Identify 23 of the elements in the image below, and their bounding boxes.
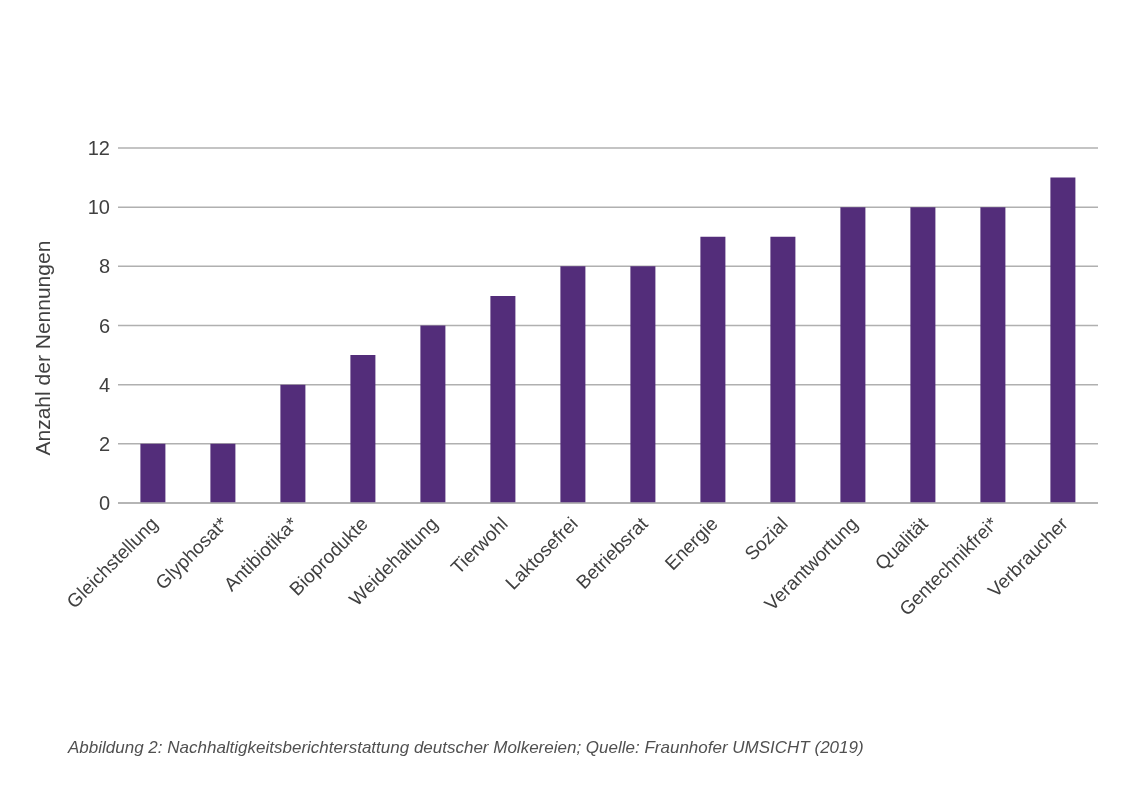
y-tick-label: 10: [87, 196, 110, 219]
y-tick-label: 8: [98, 255, 110, 278]
bar: [420, 325, 446, 503]
text: Abbildung 2: Nachhaltigkeitsberichterstattung deutscher Molkereien; Quelle: Fraunhofer UMSICHT (2019): [68, 738, 865, 758]
y-tick-label: 2: [98, 432, 110, 455]
y-tick-label: 12: [87, 137, 110, 160]
bar: [560, 266, 586, 503]
y-tick-label: 6: [98, 314, 110, 337]
bar: [980, 207, 1006, 503]
bar: [770, 236, 796, 503]
bar: [210, 443, 236, 503]
bar: [350, 355, 376, 503]
bar: [140, 443, 166, 503]
bar: [1050, 177, 1076, 503]
bar: [280, 384, 306, 503]
bar: [840, 207, 866, 503]
y-tick-label: 4: [98, 373, 110, 396]
y-axis-title: Anzahl der Nennungen: [31, 240, 55, 456]
y-tick-label: 0: [98, 492, 110, 515]
bar: [630, 266, 656, 503]
bar: [910, 207, 936, 503]
bar: [700, 236, 726, 503]
bar: [490, 295, 516, 503]
